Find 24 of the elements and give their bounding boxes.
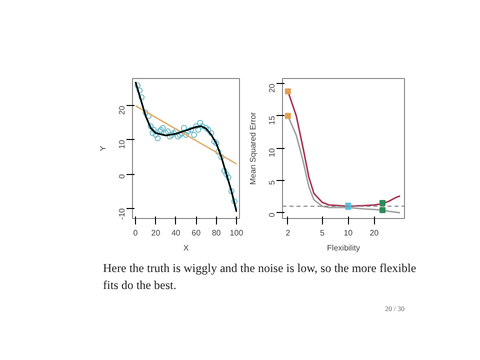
x-tick-label: 60: [192, 228, 202, 238]
y-axis-title: Y: [98, 145, 108, 152]
text: Here the truth is wiggly and the noise is low, so the more flexible fits do the best.: [103, 260, 418, 294]
y-tick-label: 20: [268, 83, 276, 93]
x-tick-label: 5: [320, 228, 326, 238]
y-tick-label: 0: [118, 174, 126, 179]
x-tick-label: 2: [286, 228, 291, 238]
y-tick-label: 10: [118, 139, 126, 149]
y-tick-label: 20: [118, 105, 126, 115]
x-tick-label: 100: [230, 228, 244, 238]
x-tick-label: 20: [370, 228, 380, 238]
x-tick-label: 10: [344, 228, 354, 238]
x-axis-title: Flexibility: [327, 244, 360, 252]
y-tick-label: 10: [268, 148, 276, 158]
y-axis-title: Mean Squared Error: [248, 112, 258, 185]
x-tick-label: 20: [151, 228, 161, 238]
x-axis-title: X: [183, 244, 190, 252]
y-tick-label: 15: [268, 115, 276, 125]
x-tick-label: 80: [212, 228, 222, 238]
x-tick-label: 0: [133, 228, 138, 238]
y-tick-label: -10: [118, 208, 126, 220]
y-tick-label: 5: [268, 180, 276, 185]
y-tick-label: 0: [268, 212, 276, 218]
x-tick-label: 40: [171, 228, 181, 238]
